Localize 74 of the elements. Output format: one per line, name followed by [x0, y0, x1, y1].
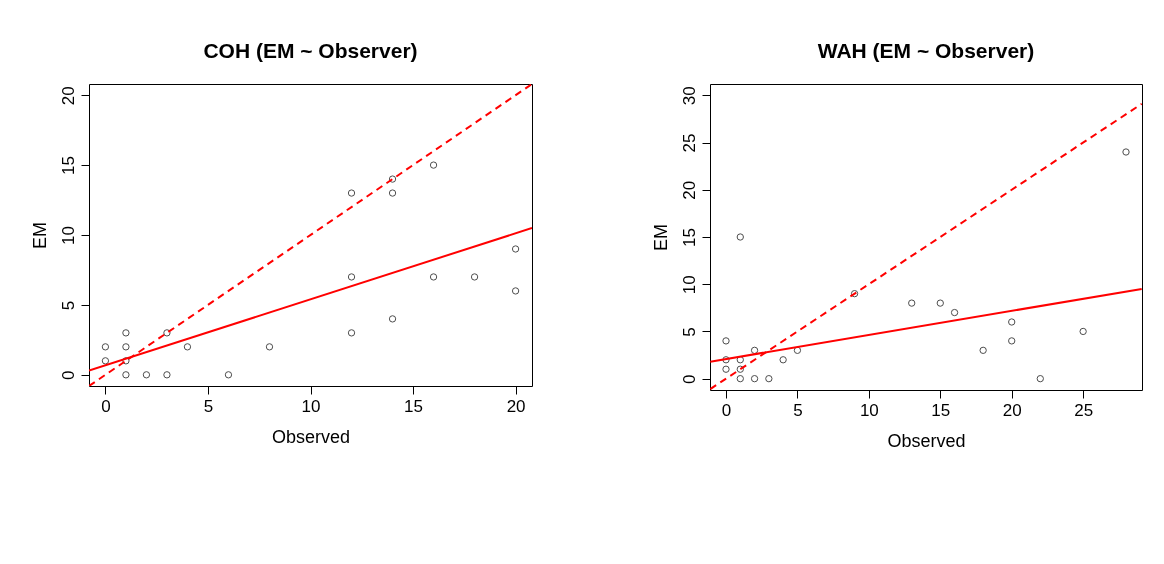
point: [122, 329, 130, 337]
x-tick-label: 15: [404, 396, 424, 416]
point: [736, 375, 744, 383]
point: [1122, 148, 1130, 156]
y-tick-label: 5: [679, 327, 699, 337]
y-tick-label: 0: [679, 374, 699, 384]
x-tick-label: 10: [859, 400, 879, 420]
y-tick-label: 15: [679, 228, 699, 247]
y-tick-label: 0: [58, 370, 78, 381]
y-tick-label: 5: [58, 300, 78, 311]
point: [470, 273, 479, 281]
x-tick-label: 15: [931, 400, 951, 420]
x-tick-label: 10: [301, 396, 321, 416]
point: [163, 371, 171, 379]
y-tick-label: 15: [58, 156, 78, 176]
point: [347, 189, 356, 197]
point: [122, 371, 130, 379]
y-axis-title: EM: [29, 222, 50, 249]
point: [750, 375, 759, 383]
point: [1008, 318, 1016, 326]
point: [1008, 337, 1016, 345]
point: [511, 287, 520, 295]
x-axis-title: Observed: [271, 426, 351, 447]
point: [722, 365, 730, 373]
point: [142, 371, 151, 379]
y-tick-label: 20: [58, 86, 78, 106]
y-tick-label: 30: [679, 86, 699, 106]
chart-title: COH (EM ~ Observer): [203, 39, 418, 62]
point: [265, 343, 274, 351]
y-axis-title: EM: [650, 224, 671, 251]
x-tick-label: 25: [1074, 400, 1094, 420]
point: [908, 299, 916, 307]
point: [950, 308, 959, 317]
point: [736, 356, 744, 364]
point: [511, 245, 520, 253]
point: [736, 365, 744, 373]
chart-title: WAH (EM ~ Observer): [817, 39, 1035, 62]
point: [347, 273, 356, 281]
x-axis-title: Observed: [887, 430, 966, 451]
x-tick-label: 20: [506, 396, 526, 416]
point: [347, 329, 356, 337]
point: [122, 343, 130, 351]
point: [101, 357, 110, 365]
point: [388, 189, 397, 197]
point: [750, 346, 759, 354]
x-tick-label: 0: [721, 400, 732, 420]
point: [388, 315, 397, 323]
point: [1036, 375, 1044, 383]
point: [183, 343, 192, 351]
point: [722, 356, 730, 364]
y-tick-label: 20: [679, 180, 699, 200]
y-tick-label: 10: [679, 275, 699, 295]
point: [1079, 327, 1087, 336]
point: [793, 346, 802, 354]
point: [722, 337, 730, 345]
x-tick-label: 0: [101, 396, 111, 416]
point: [429, 161, 438, 169]
point: [429, 273, 438, 281]
x-tick-label: 20: [1002, 400, 1022, 420]
point: [850, 290, 859, 298]
point: [388, 175, 397, 183]
point: [765, 375, 773, 383]
point: [936, 299, 944, 307]
point: [779, 356, 787, 364]
point: [101, 343, 110, 351]
point: [979, 346, 987, 354]
x-tick-label: 5: [793, 400, 803, 420]
point: [224, 371, 233, 379]
point: [122, 357, 130, 365]
x-tick-label: 5: [203, 396, 214, 416]
y-tick-label: 10: [58, 226, 78, 245]
y-tick-label: 25: [679, 133, 699, 153]
point: [736, 233, 744, 241]
point: [163, 329, 171, 337]
